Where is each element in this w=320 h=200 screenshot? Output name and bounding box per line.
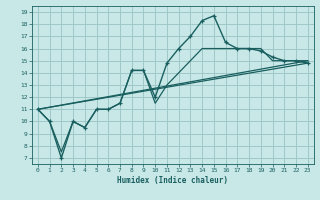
X-axis label: Humidex (Indice chaleur): Humidex (Indice chaleur) [117,176,228,185]
